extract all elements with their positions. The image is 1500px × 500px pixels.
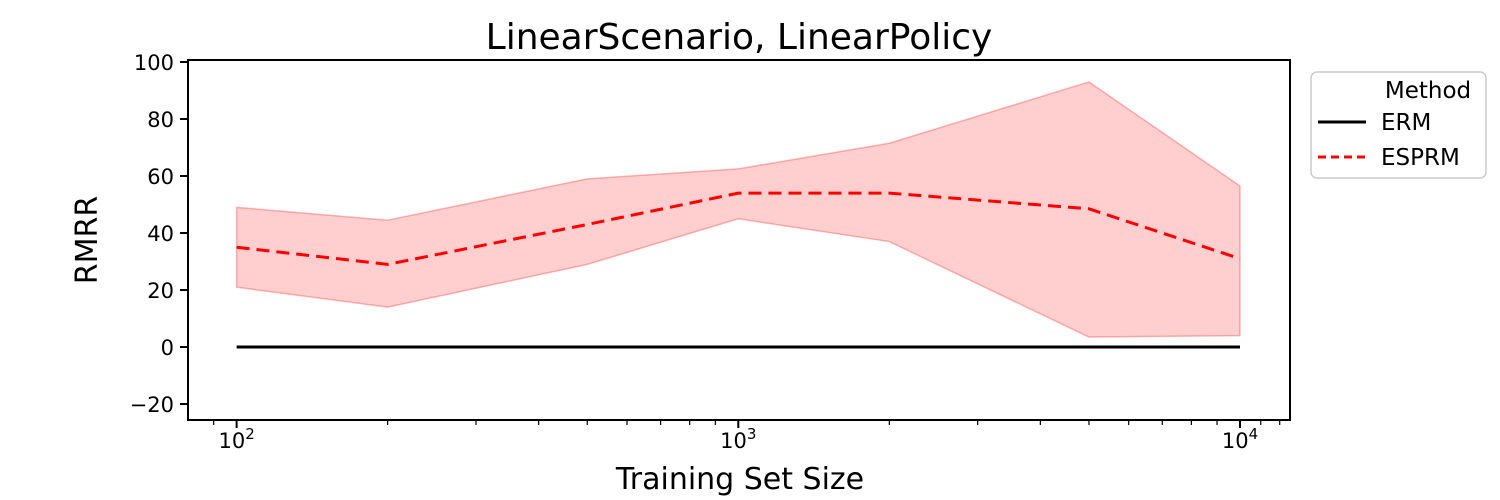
- x-tick-label: 103: [720, 425, 756, 453]
- legend-box: [1310, 71, 1487, 179]
- y-tick-label: 80: [147, 108, 174, 132]
- legend-title: Method: [1385, 78, 1471, 104]
- legend: Method ERM ESPRM: [1310, 71, 1487, 179]
- y-tick-label: 20: [147, 279, 174, 303]
- x-tick-label: 102: [218, 425, 254, 453]
- y-tick-label: −20: [130, 393, 174, 417]
- y-tick-label: 0: [161, 336, 174, 360]
- esprm-line: [236, 191, 1241, 266]
- plot-border: [187, 59, 1291, 421]
- y-tick-label: 100: [134, 51, 174, 75]
- plot-dynamic-layer: −20 0 20 40 60 80 100 102 103 104: [130, 51, 1281, 453]
- y-tick-label: 40: [147, 222, 174, 246]
- legend-erm-label: ERM: [1381, 110, 1431, 136]
- y-tick-label: 60: [147, 165, 174, 189]
- x-tick-label: 104: [1222, 425, 1258, 453]
- x-axis-label: Training Set Size: [615, 462, 864, 497]
- y-axis-label: RMRR: [70, 196, 105, 284]
- legend-esprm-label: ESPRM: [1381, 145, 1460, 171]
- esprm-confidence-band: [235, 81, 1241, 338]
- chart-title: LinearScenario, LinearPolicy: [486, 17, 993, 58]
